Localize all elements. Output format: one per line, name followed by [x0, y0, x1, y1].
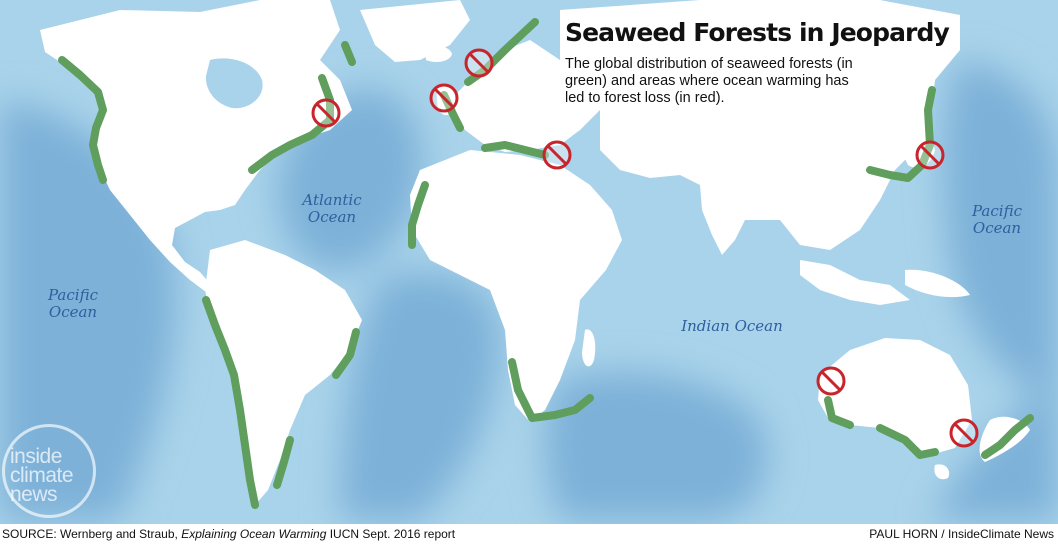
seaweed-mediterranean	[481, 141, 549, 159]
seaweed-south-america-west	[202, 296, 259, 509]
hudson-bay-water	[205, 58, 263, 109]
india-land	[700, 185, 750, 255]
no-symbol-icon	[949, 418, 979, 448]
no-symbol-icon	[542, 140, 572, 170]
pacific-west-label-line1: Pacific	[47, 286, 99, 304]
seaweed-australia-west	[824, 396, 854, 429]
atlantic-label-line2: Ocean	[308, 208, 356, 226]
logo-ring	[2, 424, 96, 518]
source-citation: SOURCE: Wernberg and Straub, Explaining …	[2, 527, 455, 541]
logo-word-climate: climate	[10, 464, 74, 487]
seaweed-north-america-pacific	[58, 56, 107, 184]
greenland-land	[360, 0, 470, 62]
pacific-west-label-line2: Ocean	[49, 303, 97, 321]
warm-band-south-atlantic	[340, 272, 500, 520]
seaweed-south-america-tip	[273, 436, 294, 489]
australia-land	[818, 338, 972, 455]
logo-word-news: news	[10, 483, 58, 506]
source-suffix: IUCN Sept. 2016 report	[326, 527, 456, 541]
iceland-land	[425, 46, 452, 62]
seaweed-australia-south	[876, 424, 939, 459]
seaweed-africa-south	[508, 358, 594, 422]
seaweed-scandinavia	[464, 18, 539, 86]
indian-ocean-label: Indian Ocean	[680, 317, 783, 335]
tasmania-land	[934, 464, 950, 480]
indonesia-land	[800, 260, 910, 305]
africa-land	[410, 150, 622, 422]
map-title: Seaweed Forests in Jeopardy	[565, 18, 950, 47]
seaweed-new-zealand	[981, 414, 1034, 459]
forest-loss-markers	[311, 48, 979, 448]
no-symbol-icon	[311, 98, 341, 128]
land-masses	[40, 0, 1030, 505]
north-america-land	[40, 0, 352, 292]
logo-word-inside: inside	[10, 445, 62, 468]
no-symbol-icon	[464, 48, 494, 78]
map-subtitle: The global distribution of seaweed fores…	[565, 56, 853, 106]
no-symbol-icon	[915, 140, 945, 170]
world-map: Atlantic Ocean Pacific Ocean Pacific Oce…	[0, 0, 1058, 524]
no-symbol-icon	[816, 366, 846, 396]
new-guinea-land	[905, 269, 970, 298]
pacific-east-label-line2: Ocean	[973, 219, 1021, 237]
insideclimate-news-logo: inside climate news	[2, 424, 98, 520]
source-report-title: Explaining Ocean Warming	[181, 527, 327, 541]
source-prefix: SOURCE: Wernberg and Straub,	[2, 527, 182, 541]
asia-land	[560, 0, 960, 250]
warm-band-east-pacific	[943, 60, 1058, 400]
author-credit: PAUL HORN / InsideClimate News	[869, 527, 1054, 541]
seaweed-greenland	[341, 41, 356, 66]
warm-band-indian	[545, 372, 768, 520]
ocean-labels: Atlantic Ocean Pacific Ocean Pacific Oce…	[47, 191, 1023, 335]
footer: SOURCE: Wernberg and Straub, Explaining …	[0, 524, 1058, 544]
seaweed-africa-west	[408, 181, 429, 249]
pacific-east-label-line1: Pacific	[971, 202, 1023, 220]
seaweed-south-america-east	[332, 328, 360, 379]
no-symbol-icon	[429, 83, 459, 113]
madagascar-land	[582, 329, 596, 367]
atlantic-label-line1: Atlantic	[300, 191, 362, 209]
